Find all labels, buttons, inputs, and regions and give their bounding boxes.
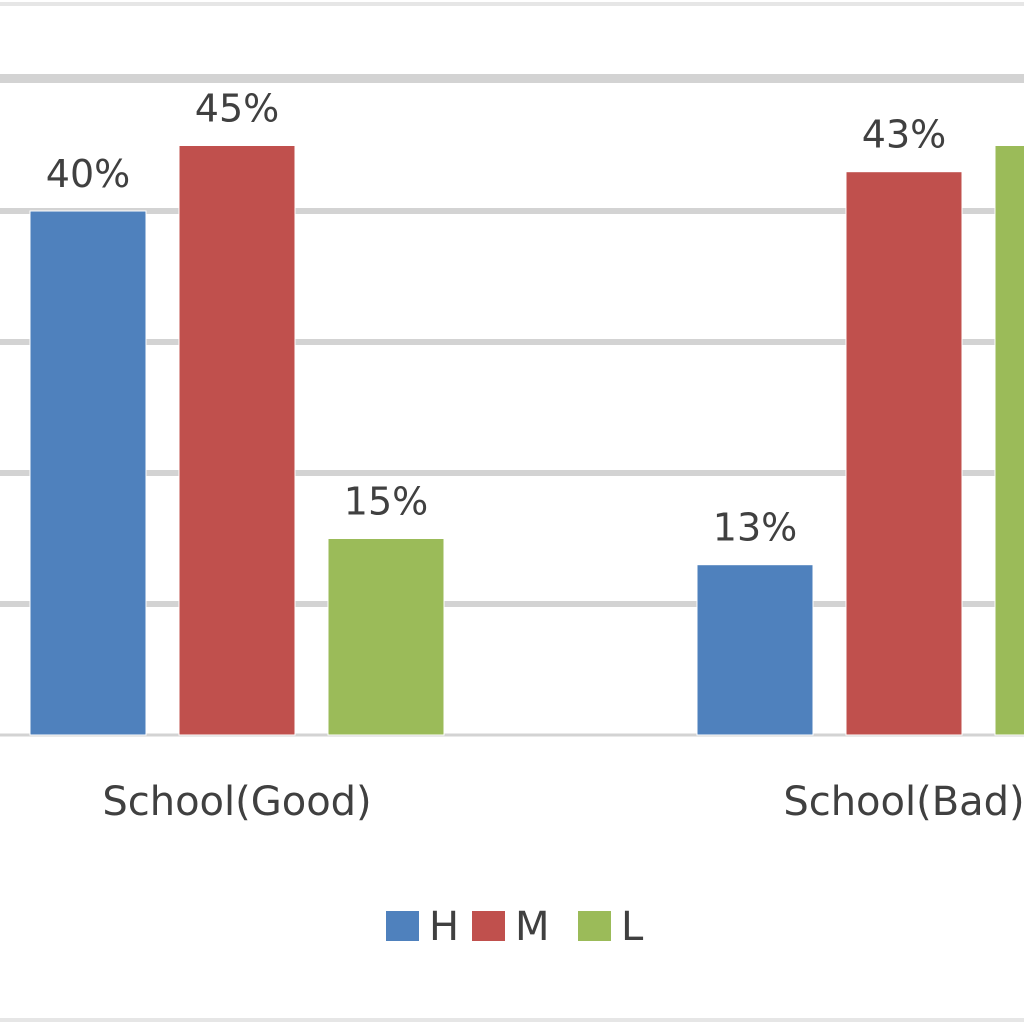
category-label-good: School(Good): [102, 779, 371, 825]
legend-label-M: M: [515, 904, 550, 950]
legend-swatch-M: [472, 911, 505, 941]
legend-label-H: H: [429, 904, 459, 950]
bar-L-bad: [994, 145, 1024, 736]
bars: [29, 145, 1024, 736]
category-axis: School(Good) School(Bad): [102, 779, 1024, 825]
bar-H-bad: [696, 564, 814, 736]
category-label-bad: School(Bad): [783, 779, 1024, 825]
bar-H-good: [29, 210, 147, 736]
bar-M-bad: [845, 171, 963, 736]
bar-M-good: [178, 145, 296, 736]
data-label-M-bad: 43%: [862, 113, 946, 157]
data-labels: 40% 45% 15% 13% 43%: [46, 87, 946, 550]
data-label-H-bad: 13%: [713, 506, 797, 550]
data-label-M-good: 45%: [195, 87, 279, 131]
legend-swatch-H: [386, 911, 419, 941]
data-label-L-good: 15%: [344, 480, 428, 524]
legend-label-L: L: [621, 904, 644, 950]
bar-L-good: [327, 538, 445, 736]
legend-swatch-L: [578, 911, 611, 941]
data-label-H-good: 40%: [46, 152, 130, 196]
